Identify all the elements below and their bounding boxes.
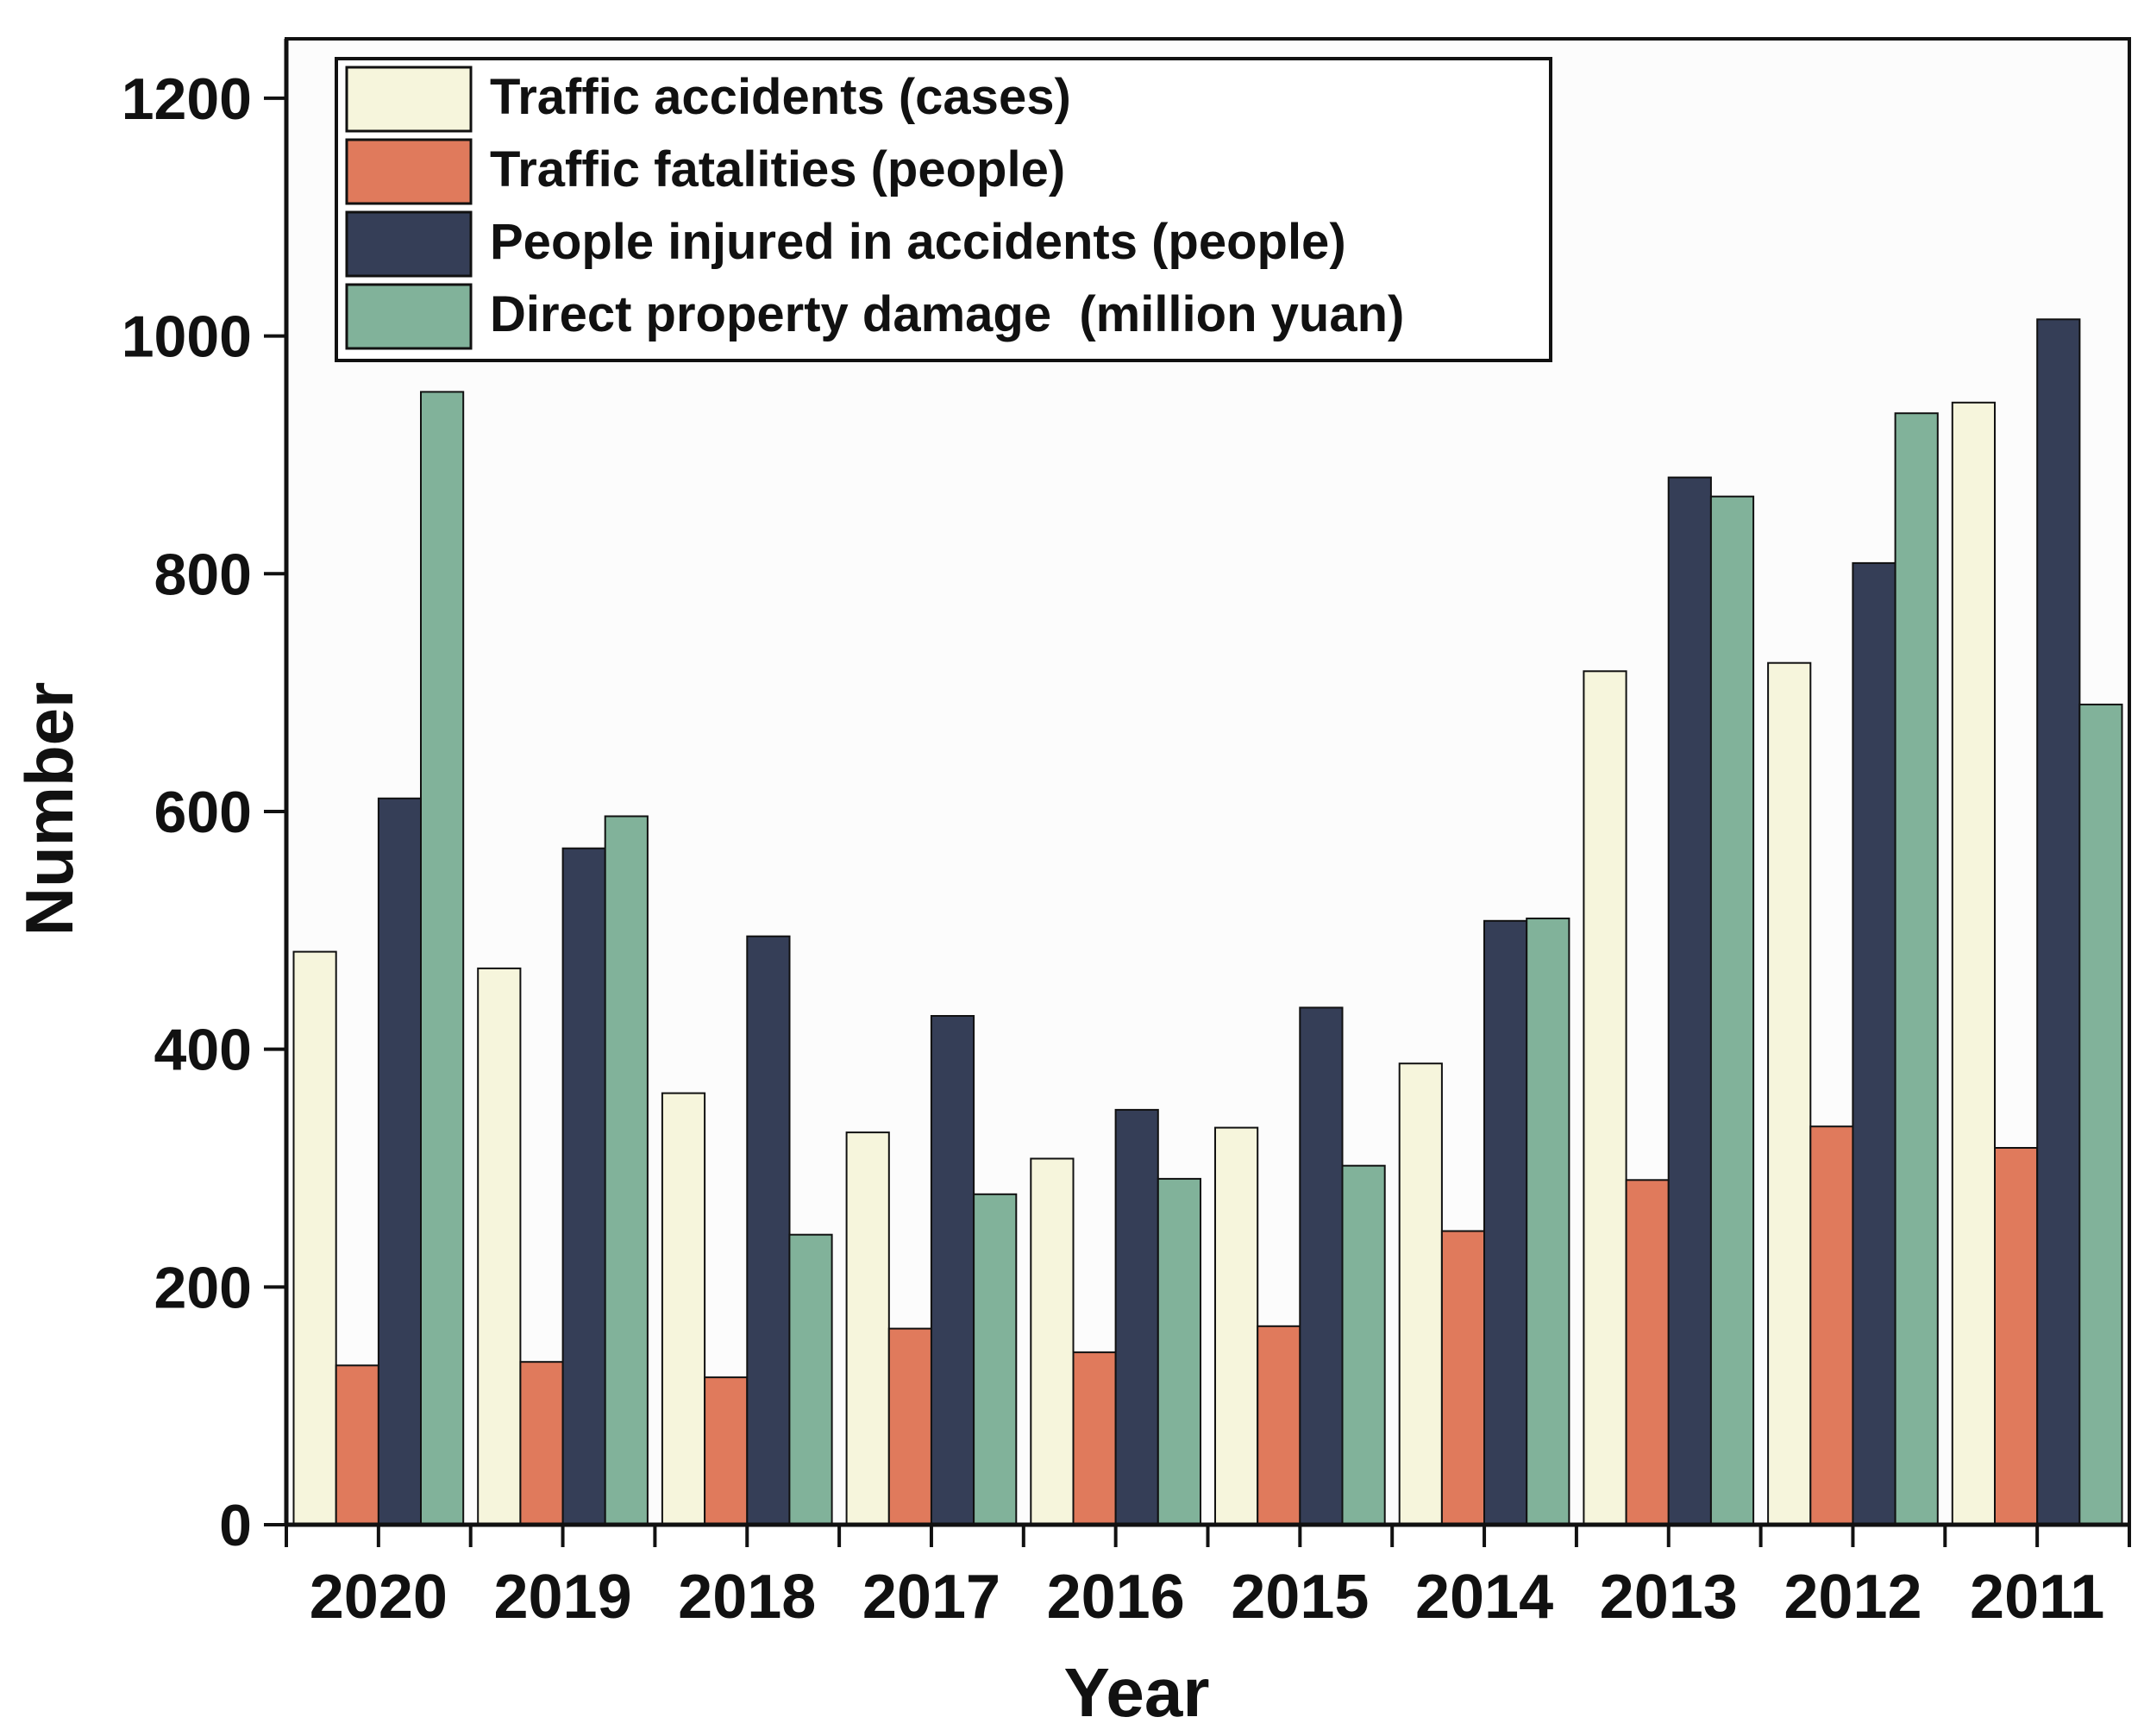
bar-2018-series-3	[746, 935, 791, 1526]
bar-2014-series-4	[1526, 918, 1570, 1526]
axes-group: 0 200 400 600 800 1000 1200 2020 2019 2018 2017 201…	[122, 37, 2131, 1632]
legend-swatch-1	[345, 66, 473, 133]
bar-2020-series-1	[292, 950, 337, 1526]
legend: Traffic accidents (cases) Traffic fatalit…	[335, 57, 1552, 362]
legend-label-2: Traffic fatalities (people)	[490, 141, 1065, 197]
y-tick-label-600: 600	[154, 780, 252, 845]
bar-2011-series-4	[2078, 703, 2123, 1526]
bar-2019-series-1	[477, 967, 522, 1526]
bar-2012-series-1	[1767, 661, 1812, 1526]
x-tick-label-2018: 2018	[678, 1563, 816, 1632]
bar-2016-series-2	[1072, 1351, 1117, 1526]
y-tick-label-400: 400	[154, 1018, 252, 1083]
legend-swatch-4	[345, 283, 473, 350]
x-tick-label-2020: 2020	[310, 1563, 448, 1632]
x-tick-label-2017: 2017	[862, 1563, 1000, 1632]
legend-label-3: People injured in accidents (people)	[490, 214, 1346, 270]
bar-2016-series-4	[1157, 1177, 1202, 1526]
bar-2012-series-4	[1894, 412, 1939, 1526]
bar-2020-series-4	[420, 391, 465, 1526]
y-tick-label-800: 800	[154, 542, 252, 607]
bar-2012-series-3	[1852, 561, 1896, 1526]
y-axis-title: Number	[11, 682, 87, 937]
bar-2013-series-3	[1667, 476, 1712, 1526]
y-tick-label-200: 200	[154, 1255, 252, 1320]
bar-2017-series-4	[973, 1193, 1018, 1526]
bar-2017-series-3	[930, 1015, 975, 1526]
bar-2017-series-2	[887, 1327, 933, 1526]
legend-label-4: Direct property damage (million yuan)	[490, 286, 1404, 342]
bar-2019-series-3	[561, 847, 606, 1526]
bar-2020-series-2	[335, 1364, 379, 1526]
y-tick-label-1200: 1200	[122, 66, 252, 132]
bar-2016-series-3	[1114, 1108, 1159, 1526]
bar-2018-series-4	[788, 1233, 833, 1526]
bar-2011-series-1	[1951, 401, 1997, 1526]
legend-swatch-2	[345, 138, 473, 205]
bar-2014-series-2	[1440, 1230, 1486, 1526]
bar-2014-series-1	[1398, 1062, 1443, 1526]
legend-box	[335, 57, 1552, 362]
bar-2019-series-2	[519, 1361, 564, 1526]
bar-2018-series-1	[661, 1092, 706, 1526]
bar-2011-series-3	[2036, 318, 2081, 1526]
bar-2020-series-3	[377, 797, 423, 1526]
bar-2015-series-1	[1214, 1126, 1259, 1526]
legend-label-1: Traffic accidents (cases)	[490, 69, 1071, 125]
legend-swatch-3	[345, 210, 473, 278]
x-tick-label-2013: 2013	[1600, 1563, 1738, 1632]
x-axis-title: Year	[1063, 1654, 1209, 1731]
bar-2011-series-2	[1994, 1147, 2039, 1526]
bar-2019-series-4	[604, 815, 649, 1526]
bar-2013-series-2	[1625, 1179, 1670, 1526]
bar-2016-series-1	[1030, 1157, 1075, 1526]
bar-2017-series-1	[845, 1131, 890, 1526]
bar-2015-series-4	[1341, 1164, 1386, 1526]
x-tick-label-2015: 2015	[1231, 1563, 1369, 1632]
x-tick-label-2011: 2011	[1970, 1563, 2104, 1632]
bar-2012-series-2	[1809, 1125, 1854, 1526]
bar-2018-series-2	[704, 1376, 749, 1526]
y-tick-label-0: 0	[219, 1493, 252, 1558]
bars-group	[292, 318, 2123, 1526]
y-tick-label-1000: 1000	[122, 304, 252, 370]
bar-2013-series-4	[1709, 495, 1755, 1526]
bar-2015-series-2	[1257, 1325, 1301, 1526]
bar-2014-series-3	[1483, 919, 1528, 1526]
bar-2015-series-3	[1299, 1006, 1344, 1526]
x-tick-label-2014: 2014	[1415, 1563, 1553, 1632]
x-tick-label-2016: 2016	[1047, 1563, 1185, 1632]
x-tick-label-2019: 2019	[493, 1563, 631, 1632]
x-tick-label-2012: 2012	[1784, 1563, 1921, 1632]
bar-2013-series-1	[1583, 670, 1627, 1526]
